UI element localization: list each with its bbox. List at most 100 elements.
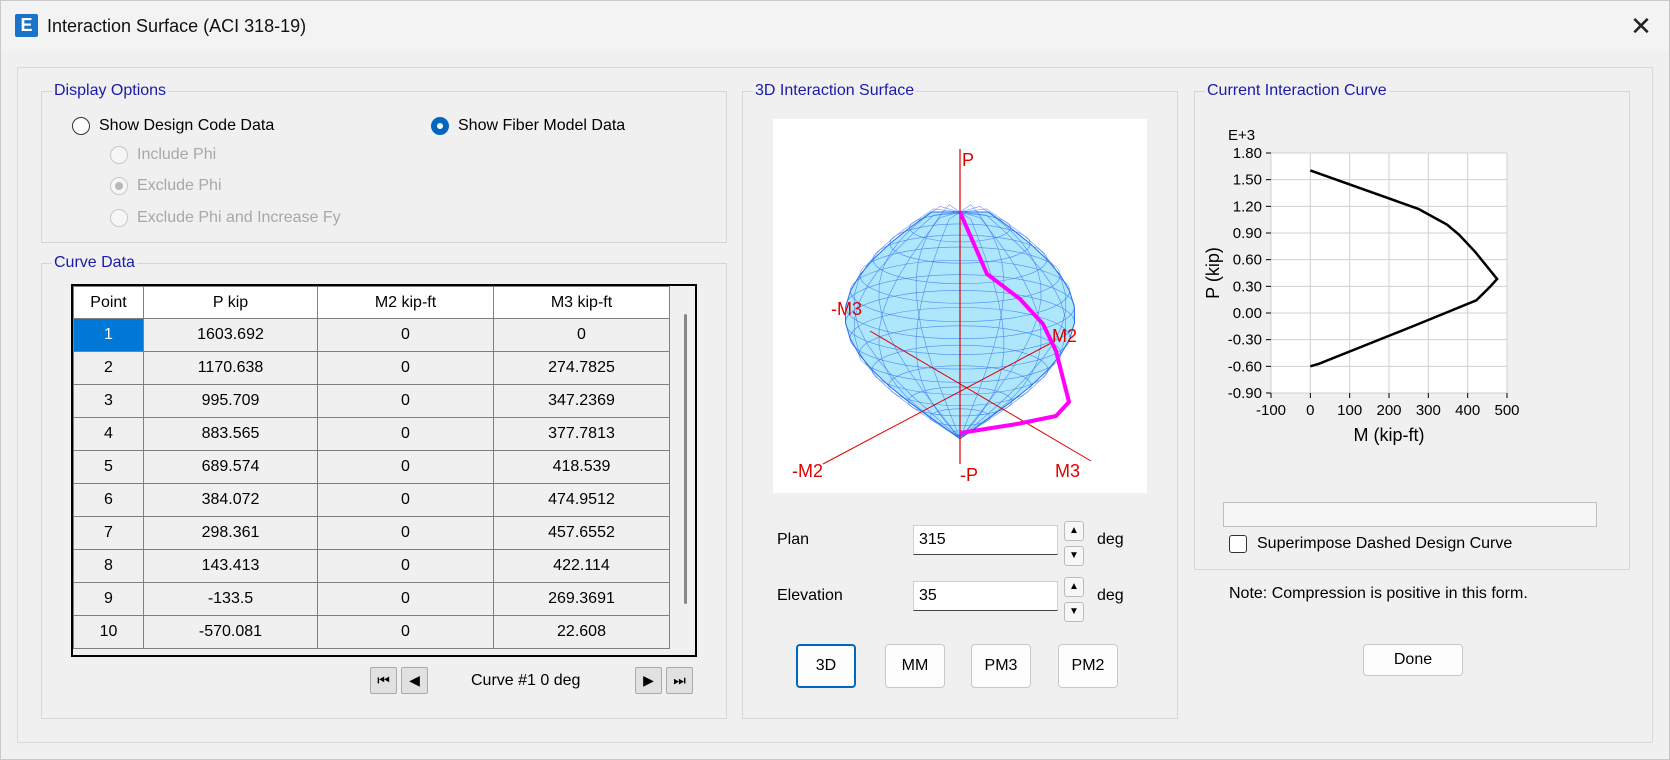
- mesh-meridian: [878, 211, 961, 438]
- point-cell[interactable]: 8: [73, 549, 144, 583]
- plan-spin-up[interactable]: ▲: [1064, 521, 1084, 541]
- value-cell[interactable]: -133.5: [143, 582, 318, 616]
- value-cell[interactable]: 298.361: [143, 516, 318, 550]
- show-design-code-radio[interactable]: Show Design Code Data: [72, 115, 274, 137]
- value-cell[interactable]: 1603.692: [143, 318, 318, 352]
- view-3d-button[interactable]: 3D: [796, 644, 856, 688]
- point-cell[interactable]: 3: [73, 384, 144, 418]
- app-icon: E: [15, 14, 38, 37]
- value-cell[interactable]: 0: [317, 549, 494, 583]
- table-row[interactable]: 3 995.709 0 347.2369: [73, 384, 670, 418]
- y-tick-label: 1.20: [1233, 198, 1262, 215]
- show-fiber-model-radio[interactable]: Show Fiber Model Data: [431, 115, 625, 137]
- x-tick-label: 200: [1376, 402, 1401, 419]
- neg-m3-axis-label: -M3: [831, 299, 862, 319]
- table-row[interactable]: 4 883.565 0 377.7813: [73, 417, 670, 451]
- value-cell[interactable]: 1170.638: [143, 351, 318, 385]
- view-mm-button[interactable]: MM: [885, 644, 945, 688]
- 3d-surface-plot[interactable]: P -P -M3 M2 -M2 M3: [773, 119, 1147, 493]
- value-cell[interactable]: 0: [317, 615, 494, 649]
- column-header-m3[interactable]: M3 kip-ft: [493, 286, 670, 319]
- value-cell[interactable]: 0: [317, 318, 494, 352]
- value-cell[interactable]: 274.7825: [493, 351, 670, 385]
- close-button[interactable]: ✕: [1630, 11, 1652, 41]
- view-pm3-button[interactable]: PM3: [971, 644, 1031, 688]
- point-cell[interactable]: 2: [73, 351, 144, 385]
- y-tick-label: -0.60: [1228, 358, 1262, 375]
- mesh-meridian: [915, 211, 961, 438]
- elevation-spin-up[interactable]: ▲: [1064, 577, 1084, 597]
- column-header-point[interactable]: Point: [73, 286, 144, 319]
- first-curve-button[interactable]: ⏮: [370, 667, 397, 694]
- curve-data-grid[interactable]: Point P kip M2 kip-ft M3 kip-ft 1 1603.69…: [71, 284, 697, 657]
- current-curve-3d: [958, 211, 1072, 435]
- column-header-m2[interactable]: M2 kip-ft: [317, 286, 494, 319]
- point-cell[interactable]: 7: [73, 516, 144, 550]
- value-cell[interactable]: 422.114: [493, 549, 670, 583]
- value-cell[interactable]: 22.608: [493, 615, 670, 649]
- exclude-phi-increase-fy-radio[interactable]: Exclude Phi and Increase Fy: [110, 207, 341, 229]
- value-cell[interactable]: 269.3691: [493, 582, 670, 616]
- value-cell[interactable]: 377.7813: [493, 417, 670, 451]
- table-row[interactable]: 5 689.574 0 418.539: [73, 450, 670, 484]
- exclude-phi-radio[interactable]: Exclude Phi: [110, 175, 222, 197]
- value-cell[interactable]: 143.413: [143, 549, 318, 583]
- interaction-curve-svg: -100 0 100 200 300 400 500 1.80 1.50 1.20 0.90 0.60…: [1203, 127, 1520, 445]
- table-row[interactable]: 7 298.361 0 457.6552: [73, 516, 670, 550]
- value-cell[interactable]: 384.072: [143, 483, 318, 517]
- table-row[interactable]: 2 1170.638 0 274.7825: [73, 351, 670, 385]
- 3d-surface-svg: P -P -M3 M2 -M2 M3: [792, 149, 1092, 485]
- done-button[interactable]: Done: [1363, 644, 1463, 676]
- m2-axis-line: [822, 340, 1056, 465]
- y-tick-label: 0.90: [1233, 225, 1262, 242]
- table-row[interactable]: 1 1603.692 0 0: [73, 318, 670, 352]
- column-header-p[interactable]: P kip: [143, 286, 318, 319]
- table-row[interactable]: 10 -570.081 0 22.608: [73, 615, 670, 649]
- value-cell[interactable]: 883.565: [143, 417, 318, 451]
- value-cell[interactable]: 0: [317, 417, 494, 451]
- plan-spin-down[interactable]: ▼: [1064, 546, 1084, 566]
- value-cell[interactable]: 347.2369: [493, 384, 670, 418]
- point-cell[interactable]: 1: [73, 318, 144, 352]
- point-cell[interactable]: 10: [73, 615, 144, 649]
- grid-scrollbar[interactable]: [684, 314, 687, 604]
- previous-curve-button[interactable]: ◀: [401, 667, 428, 694]
- value-cell[interactable]: 0: [493, 318, 670, 352]
- point-cell[interactable]: 9: [73, 582, 144, 616]
- table-row[interactable]: 8 143.413 0 422.114: [73, 549, 670, 583]
- elevation-spin-down[interactable]: ▼: [1064, 602, 1084, 622]
- m2-axis-label: M2: [1052, 326, 1077, 346]
- superimpose-design-curve-checkbox[interactable]: Superimpose Dashed Design Curve: [1229, 535, 1512, 553]
- table-row[interactable]: 6 384.072 0 474.9512: [73, 483, 670, 517]
- point-cell[interactable]: 4: [73, 417, 144, 451]
- point-cell[interactable]: 6: [73, 483, 144, 517]
- curve-nav-label: Curve #1 0 deg: [471, 672, 581, 689]
- last-curve-button[interactable]: ⏭: [666, 667, 693, 694]
- value-cell[interactable]: 457.6552: [493, 516, 670, 550]
- next-curve-button[interactable]: ▶: [635, 667, 662, 694]
- elevation-input[interactable]: [913, 581, 1058, 611]
- value-cell[interactable]: 995.709: [143, 384, 318, 418]
- y-tick-label: 0.00: [1233, 305, 1262, 322]
- value-cell[interactable]: 689.574: [143, 450, 318, 484]
- curve-data-title: Curve Data: [52, 253, 137, 273]
- mesh-meridian: [959, 211, 1042, 438]
- value-cell[interactable]: 0: [317, 516, 494, 550]
- value-cell[interactable]: 418.539: [493, 450, 670, 484]
- plan-input[interactable]: [913, 525, 1058, 555]
- radio-indicator: [72, 117, 90, 135]
- value-cell[interactable]: -570.081: [143, 615, 318, 649]
- elevation-label: Elevation: [777, 587, 843, 604]
- value-cell[interactable]: 0: [317, 384, 494, 418]
- value-cell[interactable]: 474.9512: [493, 483, 670, 517]
- table-row[interactable]: 9 -133.5 0 269.3691: [73, 582, 670, 616]
- view-pm2-button[interactable]: PM2: [1058, 644, 1118, 688]
- value-cell[interactable]: 0: [317, 582, 494, 616]
- value-cell[interactable]: 0: [317, 483, 494, 517]
- plan-label: Plan: [777, 531, 810, 548]
- value-cell[interactable]: 0: [317, 450, 494, 484]
- x-tick-label: 400: [1455, 402, 1480, 419]
- value-cell[interactable]: 0: [317, 351, 494, 385]
- include-phi-radio[interactable]: Include Phi: [110, 144, 216, 166]
- point-cell[interactable]: 5: [73, 450, 144, 484]
